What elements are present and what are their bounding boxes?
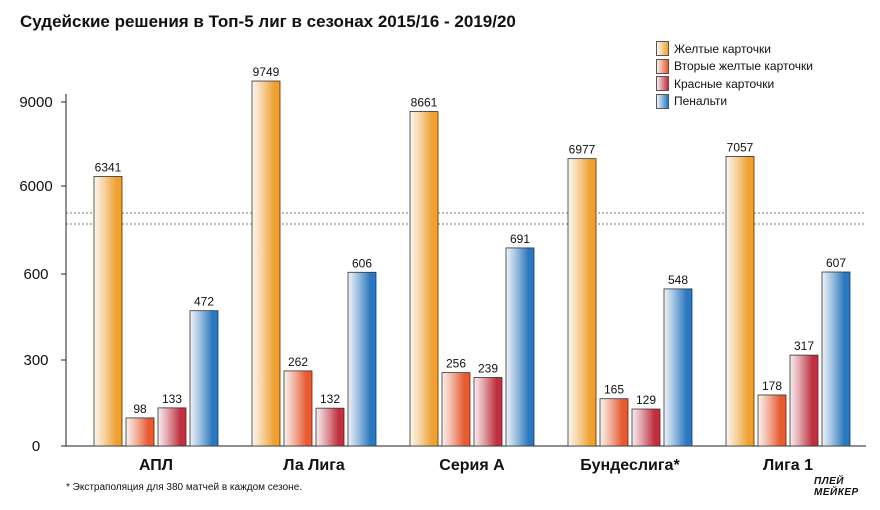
bar [441, 372, 471, 447]
legend-item: Пенальти [656, 93, 876, 111]
bar-value-label: 317 [794, 339, 814, 353]
category-label: Лига 1 [763, 457, 813, 474]
bar-value-label: 178 [762, 379, 782, 393]
y-tick-label: 0 [32, 438, 40, 455]
legend-label: Красные карточки [674, 76, 775, 91]
legend-swatch [656, 76, 669, 92]
category-label: АПЛ [139, 457, 173, 474]
bar [505, 247, 535, 447]
bar [757, 394, 787, 447]
bar-value-label: 7057 [727, 140, 754, 154]
bar-value-label: 129 [636, 393, 656, 407]
bar [599, 398, 629, 447]
legend-label: Вторые желтые карточки [674, 59, 813, 74]
bar [663, 288, 693, 447]
bar-value-label: 691 [510, 232, 530, 246]
y-tick-label: 300 [23, 352, 48, 369]
brand-logo-line1: ПЛЕЙ [814, 476, 844, 487]
legend-swatch [656, 93, 669, 109]
bar [567, 158, 597, 447]
bar [157, 407, 187, 447]
bar [251, 80, 281, 447]
legend-label: Пенальти [674, 94, 728, 109]
footnote: * Экстраполяция для 380 матчей в каждом … [66, 482, 303, 493]
y-tick-label: 600 [23, 266, 48, 283]
bar [789, 354, 819, 447]
legend-label: Желтые карточки [674, 41, 771, 56]
bar [347, 271, 377, 447]
bar-value-label: 133 [162, 392, 182, 406]
y-tick-label: 9000 [19, 94, 52, 111]
bar [315, 407, 345, 447]
bar [125, 417, 155, 447]
legend-swatch [656, 58, 669, 74]
brand-logo: ПЛЕЙ МЕЙКЕР [814, 476, 868, 506]
legend-item: Вторые желтые карточки [656, 58, 876, 76]
legend-swatch [656, 41, 669, 57]
bar [409, 111, 439, 447]
bar-value-label: 9749 [253, 65, 280, 79]
bar-value-label: 239 [478, 361, 498, 375]
bar [821, 271, 851, 447]
bar-value-label: 606 [352, 256, 372, 270]
legend-item: Желтые карточки [656, 40, 876, 58]
category-label: Бундеслига* [580, 457, 680, 474]
bar [93, 176, 123, 447]
bar [283, 370, 313, 447]
bar [189, 310, 219, 447]
bar-value-label: 8661 [411, 95, 438, 109]
chart-legend: Желтые карточки Вторые желтые карточки Кра… [656, 40, 876, 110]
y-tick-label: 6000 [19, 178, 52, 195]
bar-value-label: 262 [288, 355, 308, 369]
bar-value-label: 607 [826, 256, 846, 270]
bar [631, 408, 661, 447]
bar-value-label: 256 [446, 357, 466, 371]
bar-value-label: 165 [604, 383, 624, 397]
legend-item: Красные карточки [656, 75, 876, 93]
bar [725, 156, 755, 447]
bar [473, 377, 503, 447]
bar-value-label: 6977 [569, 143, 596, 157]
bar-value-label: 132 [320, 392, 340, 406]
brand-logo-line2: МЕЙКЕР [814, 487, 859, 498]
bar-value-label: 6341 [95, 160, 122, 174]
bar-value-label: 548 [668, 273, 688, 287]
bar-value-label: 98 [133, 402, 147, 416]
chart-title: Судейские решения в Топ-5 лиг в сезонах … [20, 12, 516, 31]
category-label: Серия А [439, 457, 505, 474]
category-label: Ла Лига [283, 457, 345, 474]
bar-value-label: 472 [194, 295, 214, 309]
